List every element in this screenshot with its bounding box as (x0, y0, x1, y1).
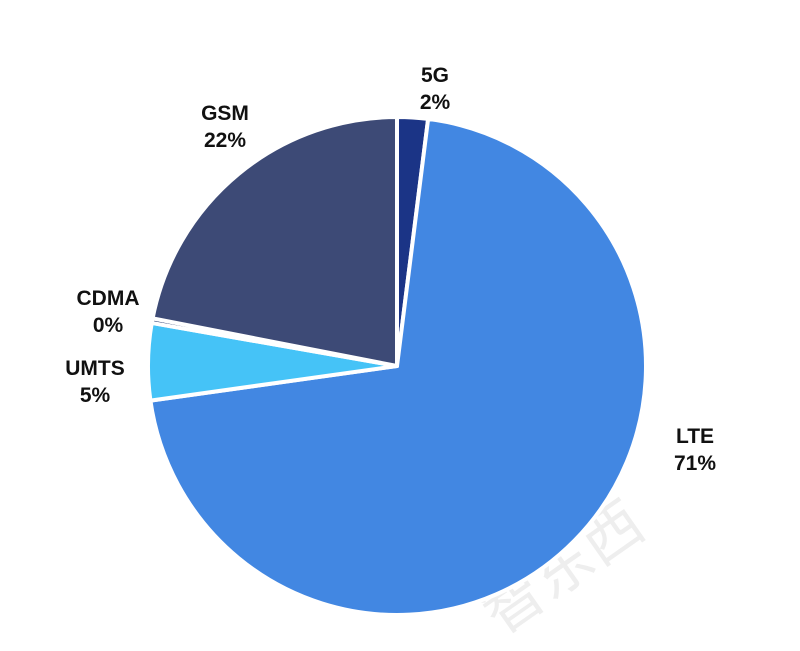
label-cdma: CDMA 0% (58, 285, 158, 339)
label-lte-name: LTE (675, 425, 715, 448)
label-gsm-name: GSM (201, 102, 249, 125)
label-5g: 5G 2% (405, 62, 465, 116)
label-gsm: GSM 22% (185, 100, 265, 154)
label-5g-name: 5G (420, 64, 449, 87)
label-lte-pct: 71% (673, 452, 717, 475)
label-cdma-pct: 0% (92, 314, 124, 337)
label-umts-name: UMTS (65, 357, 125, 380)
slice-gsm (150, 115, 399, 368)
label-umts-pct: 5% (79, 384, 111, 407)
label-gsm-pct: 22% (203, 129, 247, 152)
label-umts: UMTS 5% (45, 355, 145, 409)
label-cdma-name: CDMA (76, 287, 140, 310)
label-lte: LTE 71% (655, 423, 735, 477)
label-5g-pct: 2% (419, 91, 451, 114)
